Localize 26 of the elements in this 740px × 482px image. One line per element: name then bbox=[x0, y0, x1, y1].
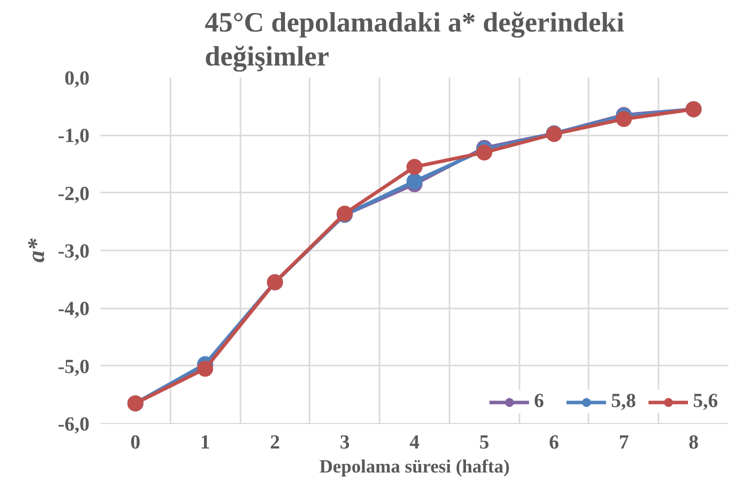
y-tick-label: -3,0 bbox=[58, 240, 90, 262]
legend-label: 5,6 bbox=[693, 390, 718, 413]
x-tick-label: 5 bbox=[479, 432, 490, 454]
y-tick-label: -2,0 bbox=[58, 182, 90, 205]
x-tick-label: 6 bbox=[549, 432, 560, 454]
x-tick-label: 0 bbox=[130, 432, 140, 454]
x-tick-label: 4 bbox=[410, 432, 420, 454]
x-tick-label: 2 bbox=[270, 432, 280, 454]
x-tick-label: 3 bbox=[340, 432, 350, 454]
legend-label: 6 bbox=[534, 390, 545, 413]
y-tick-label: -6,0 bbox=[58, 414, 90, 436]
point bbox=[406, 173, 422, 190]
y-tick-label: -5,0 bbox=[58, 356, 90, 378]
x-axis-title: Depolama süresi (hafta) bbox=[319, 456, 510, 478]
x-tick-label: 8 bbox=[688, 432, 699, 454]
chart-title: 45°C depolamadaki a* değerindeki değişimler bbox=[204, 7, 625, 72]
y-tick-label: 0,0 bbox=[64, 68, 90, 90]
y-tick-label: -1,0 bbox=[58, 125, 90, 148]
x-tick-label: 7 bbox=[618, 432, 629, 454]
point bbox=[406, 158, 422, 175]
x-tick-label: 1 bbox=[200, 432, 210, 454]
point bbox=[197, 360, 214, 377]
y-axis-title: a* bbox=[24, 238, 50, 262]
legend-label: 5,8 bbox=[611, 390, 636, 413]
y-tick-label: -4,0 bbox=[58, 298, 90, 320]
point bbox=[616, 111, 632, 128]
